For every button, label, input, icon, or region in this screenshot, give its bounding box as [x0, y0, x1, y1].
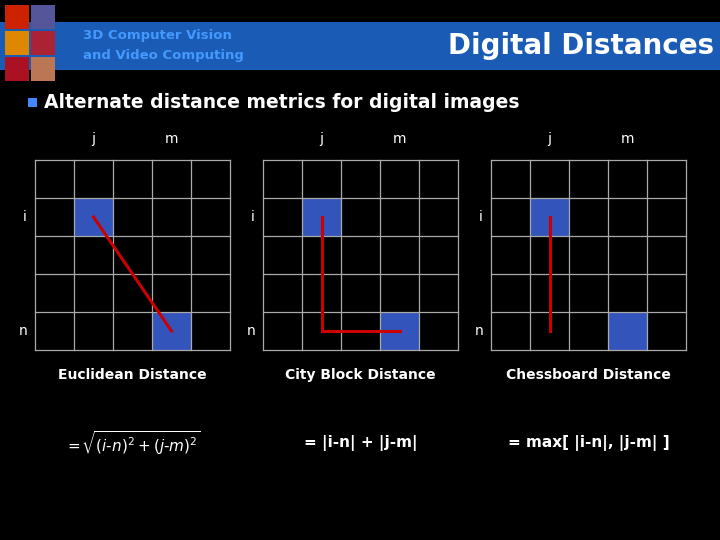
Text: j: j — [547, 132, 552, 146]
Bar — [302, 198, 341, 236]
Text: Alternate distance metrics for digital images: Alternate distance metrics for digital i… — [44, 93, 520, 112]
Text: m: m — [165, 132, 179, 146]
Text: 3D Computer Vision: 3D Computer Vision — [83, 29, 232, 42]
Bar — [0, 22, 720, 70]
Text: n: n — [474, 324, 483, 338]
Bar — [5, 31, 29, 55]
Text: i: i — [479, 210, 483, 224]
Bar — [5, 5, 29, 29]
Text: Chessboard Distance: Chessboard Distance — [506, 368, 671, 382]
Text: j: j — [320, 132, 323, 146]
Text: i: i — [23, 210, 27, 224]
Text: j: j — [91, 132, 96, 146]
Bar — [31, 5, 55, 29]
Text: and Video Computing: and Video Computing — [83, 50, 244, 63]
Bar — [31, 57, 55, 81]
Text: Euclidean Distance: Euclidean Distance — [58, 368, 207, 382]
Bar — [530, 198, 569, 236]
Bar — [491, 160, 686, 350]
Bar — [74, 198, 113, 236]
Bar — [35, 160, 230, 350]
Text: n: n — [246, 324, 255, 338]
Text: = max[ |i-n|, |j-m| ]: = max[ |i-n|, |j-m| ] — [508, 435, 670, 451]
Text: m: m — [621, 132, 634, 146]
Text: = |i-n| + |j-m|: = |i-n| + |j-m| — [304, 435, 418, 451]
Text: $=\!\sqrt{(i\text{-}n)^{2} + (j\text{-}m)^{2}}$: $=\!\sqrt{(i\text{-}n)^{2} + (j\text{-}m… — [65, 429, 200, 457]
Bar — [380, 312, 419, 350]
Bar — [28, 98, 37, 107]
Bar — [152, 312, 191, 350]
Bar — [608, 312, 647, 350]
Text: City Block Distance: City Block Distance — [285, 368, 436, 382]
Bar — [5, 57, 29, 81]
Bar — [31, 31, 55, 55]
Bar — [263, 160, 458, 350]
Text: i: i — [251, 210, 255, 224]
Text: m: m — [392, 132, 406, 146]
Text: Digital Distances: Digital Distances — [448, 32, 714, 60]
Text: n: n — [18, 324, 27, 338]
